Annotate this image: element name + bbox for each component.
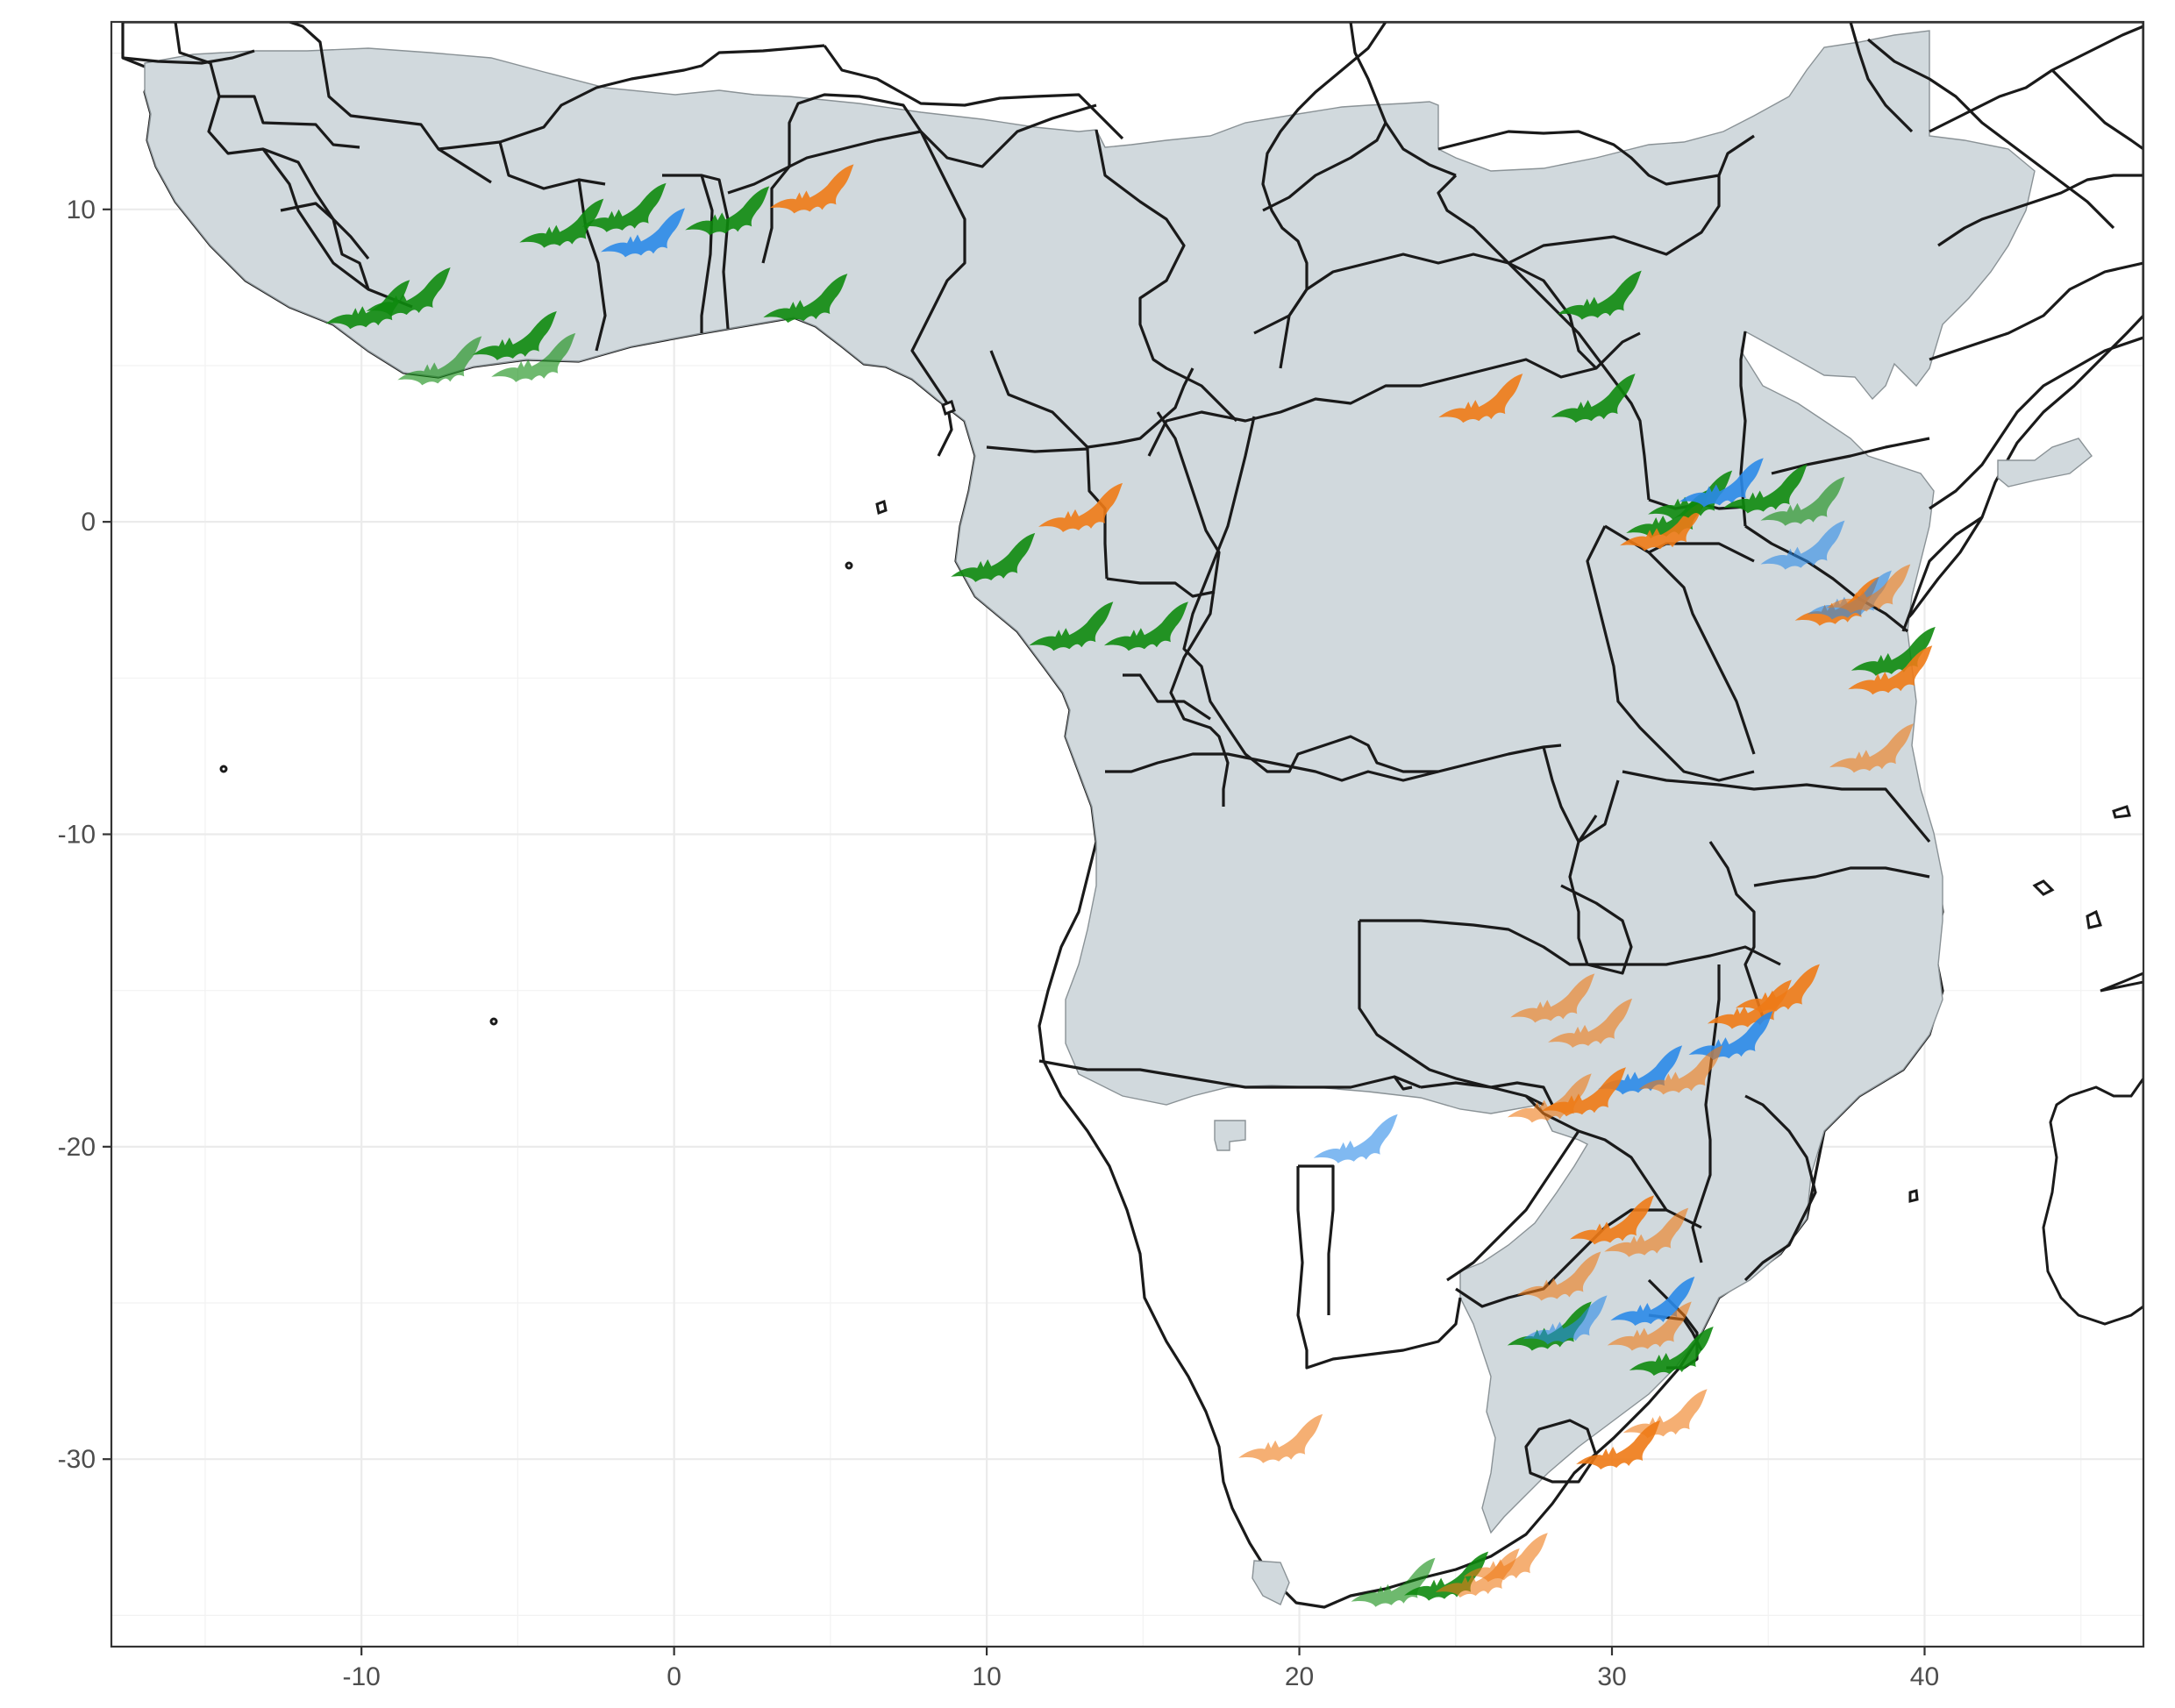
species-range-west-africa	[144, 30, 2036, 1534]
x-tick-label: 10	[972, 1662, 1001, 1691]
x-axis: -10 0 10 20 30 40	[342, 1647, 1939, 1691]
y-tick-label: 0	[81, 508, 96, 537]
y-tick-label: -10	[58, 821, 96, 850]
map-panel	[121, 22, 2143, 1609]
islands	[219, 399, 2143, 1326]
y-axis: 10 0 -10 -20 -30	[58, 196, 111, 1474]
x-tick-label: 40	[1910, 1662, 1939, 1691]
x-tick-label: 0	[667, 1662, 681, 1691]
x-tick-label: 20	[1285, 1662, 1314, 1691]
country-borders	[122, 22, 2143, 1484]
x-tick-label: -10	[342, 1662, 380, 1691]
species-range-kenya-patch	[1997, 438, 2093, 487]
y-tick-label: 10	[67, 196, 96, 224]
species-range-namibia-patch	[1214, 1120, 1246, 1151]
x-tick-label: 30	[1597, 1662, 1626, 1691]
y-tick-label: -20	[58, 1133, 96, 1162]
y-tick-label: -30	[58, 1445, 96, 1474]
species-range-cape-patch	[1252, 1560, 1290, 1605]
